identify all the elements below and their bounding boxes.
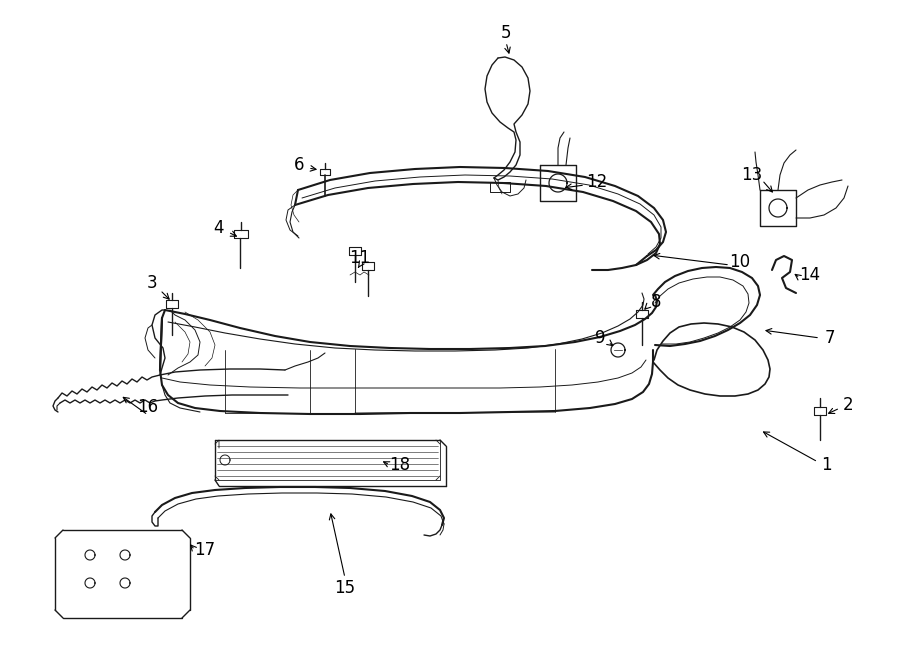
Text: 7: 7	[824, 329, 835, 347]
Text: 15: 15	[335, 579, 356, 597]
Text: 13: 13	[742, 166, 762, 184]
Text: 4: 4	[212, 219, 223, 237]
Text: 6: 6	[293, 156, 304, 174]
Text: 16: 16	[138, 398, 158, 416]
Text: 11: 11	[349, 249, 371, 267]
Text: 9: 9	[595, 329, 605, 347]
Text: 1: 1	[821, 456, 832, 474]
Text: 2: 2	[842, 396, 853, 414]
Text: 5: 5	[500, 24, 511, 42]
Text: 12: 12	[587, 173, 608, 191]
Text: 8: 8	[651, 293, 661, 311]
Text: 14: 14	[799, 266, 821, 284]
Text: 17: 17	[194, 541, 216, 559]
Text: 18: 18	[390, 456, 410, 474]
Text: 10: 10	[729, 253, 751, 271]
Text: 3: 3	[147, 274, 158, 292]
